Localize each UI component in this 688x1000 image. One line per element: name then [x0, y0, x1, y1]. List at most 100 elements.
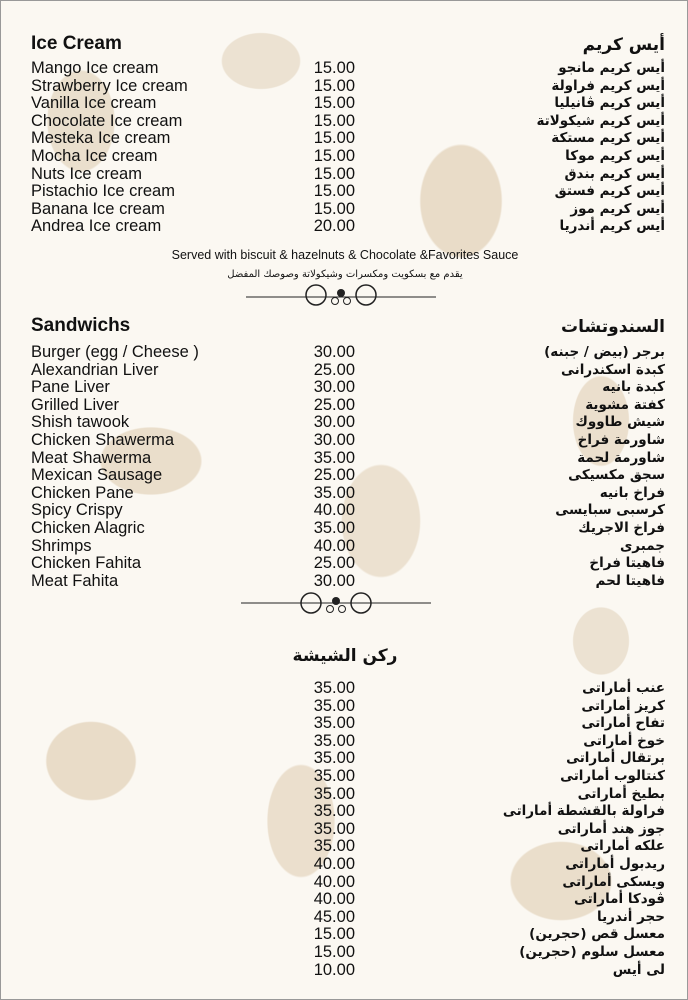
item-name-ar: أيس كريم شيكولاتة [536, 112, 666, 129]
item-price: 35.00 [313, 802, 355, 821]
item-name-ar: أيس كريم مستكة [551, 130, 665, 147]
item-price: 25.00 [313, 360, 355, 379]
item-name-ar: أيس كريم ڤانيليا [554, 95, 665, 112]
item-name: Mocha Ice cream [31, 147, 158, 165]
item-name-ar: معسل قص (حجرين) [529, 926, 665, 943]
item-name: Pistachio Ice cream [31, 182, 175, 201]
item-name-ar: شاورمة فراخ [577, 432, 665, 448]
item-name-ar: أيس كريم فستق [554, 183, 665, 200]
item-price: 40.00 [313, 872, 355, 891]
item-name: Shish tawook [31, 413, 130, 432]
item-name-ar: شيش طاووك [575, 414, 665, 431]
item-name: Mango Ice cream [31, 59, 159, 77]
item-price: 10.00 [313, 960, 355, 979]
item-name: Chicken Shawerma [31, 431, 175, 449]
item-price: 40.00 [313, 890, 355, 909]
sandwiches-title: Sandwichs [31, 315, 131, 336]
item-price: 15.00 [313, 925, 355, 944]
item-price: 15.00 [313, 943, 355, 961]
item-name: Vanilla Ice cream [31, 94, 157, 113]
item-name: Chicken Fahita [31, 554, 142, 573]
item-name-ar: كرسبى سبايسى [555, 502, 665, 519]
item-price: 35.00 [313, 696, 355, 715]
item-name-ar: أيس كريم مانجو [558, 60, 665, 76]
item-name-ar: كريز أماراتى [581, 697, 665, 714]
item-price: 15.00 [313, 164, 355, 183]
item-price: 15.00 [313, 111, 355, 130]
item-name: Chicken Pane [31, 483, 134, 502]
sandwiches-title-ar: السندوتشات [561, 317, 665, 337]
item-price: 15.00 [313, 129, 355, 148]
item-price: 35.00 [313, 784, 355, 803]
item-price: 30.00 [313, 431, 355, 449]
ornament-divider [246, 284, 436, 306]
item-price: 15.00 [313, 94, 355, 113]
item-name: Alexandrian Liver [31, 360, 159, 379]
item-price: 35.00 [313, 767, 355, 785]
item-name-ar: فراخ الاجريك [578, 520, 665, 536]
item-price: 30.00 [313, 343, 355, 361]
shisha-title-ar: ركن الشيشة [292, 646, 398, 666]
item-price: 35.00 [313, 837, 355, 856]
item-name: Nuts Ice cream [31, 164, 142, 183]
item-price: 35.00 [313, 714, 355, 733]
item-name-ar: عنب أماراتى [582, 680, 665, 696]
item-name-ar: كبدة اسكندرانى [560, 361, 665, 378]
item-name-ar: ڤودكا أماراتى [573, 891, 665, 908]
ice-cream-title-ar: أيس كريم [582, 35, 665, 55]
item-name: Mesteka Ice cream [31, 129, 171, 148]
ice-cream-note: Served with biscuit & hazelnuts & Chocol… [171, 248, 519, 262]
item-name: Banana Ice cream [31, 199, 165, 218]
item-name-ar: فاهيتا لحم [595, 572, 665, 589]
item-price: 20.00 [313, 217, 355, 236]
item-name-ar: جمبرى [619, 537, 665, 554]
item-price: 15.00 [313, 199, 355, 218]
item-price: 45.00 [313, 907, 355, 926]
item-name-ar: شاورمة لحمة [577, 449, 665, 466]
item-price: 15.00 [313, 76, 355, 95]
item-price: 35.00 [313, 483, 355, 502]
item-name: Strawberry Ice cream [31, 76, 188, 95]
item-name: Shrimps [31, 536, 92, 555]
item-name-ar: كبدة بانيه [602, 379, 665, 396]
item-name-ar: فراولة بالقشطة أماراتى [502, 803, 665, 820]
item-price: 35.00 [313, 731, 355, 750]
item-price: 30.00 [313, 378, 355, 397]
ice-cream-title: Ice Cream [31, 33, 122, 54]
item-name-ar: خوخ أماراتى [583, 732, 665, 749]
item-price: 15.00 [313, 147, 355, 165]
item-name-ar: لى أيس [612, 961, 665, 978]
item-name-ar: كفتة مشوية [585, 396, 665, 413]
item-name: Burger (egg / Cheese ) [31, 343, 199, 361]
item-name: Meat Shawerma [31, 448, 152, 467]
item-name-ar: حجر أندريا [597, 908, 665, 925]
item-name-ar: أيس كريم موكا [565, 148, 665, 164]
item-price: 35.00 [313, 519, 355, 537]
item-name-ar: علكه أماراتى [580, 838, 665, 855]
item-name-ar: أيس كريم بندق [564, 165, 665, 182]
item-price: 30.00 [313, 413, 355, 432]
item-price: 40.00 [313, 855, 355, 873]
item-name-ar: أيس كريم أندريا [559, 218, 666, 235]
ice-cream-note-ar: يقدم مع بسكويت ومكسرات وشيكولاتة وصوصك ا… [227, 269, 463, 280]
item-name-ar: بطيخ أماراتى [577, 785, 665, 802]
item-name: Andrea Ice cream [31, 217, 162, 236]
item-name: Mexican Sausage [31, 466, 163, 485]
item-price: 15.00 [313, 59, 355, 77]
item-name-ar: ريدبول أماراتى [565, 856, 665, 872]
item-name-ar: كنتالوب أماراتى [560, 768, 665, 784]
item-name-ar: فاهيتا فراخ [589, 555, 665, 572]
item-name-ar: أيس كريم موز [570, 200, 665, 217]
item-price: 25.00 [313, 554, 355, 573]
item-price: 35.00 [313, 679, 355, 697]
item-price: 25.00 [313, 395, 355, 414]
item-name: Chocolate Ice cream [31, 111, 183, 130]
item-price: 15.00 [313, 182, 355, 201]
item-name: Chicken Alagric [31, 519, 145, 537]
item-name-ar: أيس كريم فراولة [551, 77, 665, 94]
item-price: 25.00 [313, 466, 355, 485]
item-name: Pane Liver [31, 378, 110, 397]
item-price: 40.00 [313, 536, 355, 555]
item-price: 40.00 [313, 501, 355, 520]
item-name: Meat Fahita [31, 571, 119, 590]
